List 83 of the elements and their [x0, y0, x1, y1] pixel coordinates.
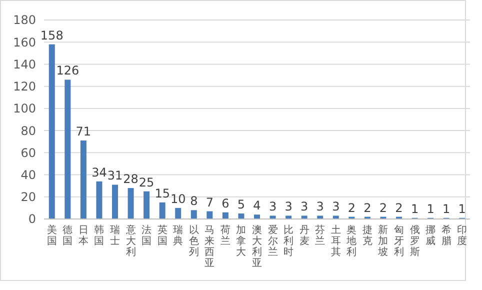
bar [128, 188, 134, 219]
data-label: 3 [284, 200, 292, 214]
data-label: 28 [123, 172, 138, 186]
x-tick-label: 土耳其 [330, 224, 341, 258]
x-tick-label: 美国 [46, 224, 57, 247]
data-label: 1 [458, 202, 466, 216]
data-label: 3 [268, 200, 277, 214]
x-tick-label: 芬兰 [315, 224, 326, 247]
x-tick-label: 法国 [142, 224, 152, 247]
bar [222, 212, 228, 219]
data-label: 4 [253, 198, 261, 213]
data-label: 1 [410, 202, 419, 216]
x-tick-label: 比利时 [284, 224, 294, 258]
data-label: 1 [442, 202, 450, 216]
data-label: 71 [76, 124, 92, 139]
data-label: 8 [190, 194, 198, 208]
y-tick-label: 80 [20, 124, 36, 138]
x-tick-label: 爱尔兰 [268, 224, 278, 258]
x-tick-label: 瑞典 [173, 224, 184, 247]
x-tick-label: 捷克 [362, 224, 372, 247]
data-label: 25 [138, 175, 154, 190]
data-label: 31 [107, 168, 123, 183]
x-tick-label: 意大利 [124, 224, 136, 258]
bar [301, 216, 308, 219]
data-label: 2 [395, 200, 403, 215]
y-tick-label: 140 [13, 57, 36, 72]
data-label: 1 [426, 202, 434, 216]
data-label: 2 [364, 200, 372, 215]
bar [206, 211, 213, 219]
data-label: 2 [379, 200, 388, 215]
bar [80, 140, 86, 219]
bar [286, 216, 292, 219]
data-label: 7 [206, 195, 214, 210]
bar [317, 216, 324, 219]
bar [96, 181, 102, 219]
bar [48, 44, 55, 219]
y-tick-label: 180 [13, 13, 36, 28]
x-tick-label: 日本 [78, 225, 88, 247]
bar [175, 208, 182, 219]
x-tick-label: 俄罗斯 [410, 224, 420, 258]
data-label: 5 [237, 197, 246, 212]
x-tick-label: 马来西亚 [204, 225, 215, 269]
bar [144, 191, 150, 219]
data-label: 3 [332, 200, 340, 214]
bar [112, 184, 118, 219]
x-tick-label: 奥地利 [346, 224, 357, 258]
y-tick-label: 160 [13, 35, 36, 50]
bar [238, 213, 244, 219]
x-tick-label: 韩国 [94, 224, 104, 247]
x-tick-label: 荷兰 [220, 224, 230, 247]
bar [64, 80, 71, 219]
x-tick-label: 以色列 [188, 224, 199, 258]
x-tick-label: 英国 [157, 224, 168, 247]
x-tick-label: 瑞士 [110, 224, 120, 247]
data-label: 2 [348, 200, 356, 215]
data-label: 126 [56, 64, 80, 78]
data-label: 10 [170, 192, 186, 206]
data-label: 158 [40, 28, 64, 42]
data-label: 3 [300, 200, 308, 214]
bar [270, 216, 276, 219]
bar [190, 210, 197, 219]
x-tick-label: 澳大利亚 [252, 224, 262, 269]
x-tick-label: 挪威 [426, 224, 436, 247]
data-label: 15 [154, 186, 170, 200]
x-tick-label: 加拿大 [236, 224, 246, 258]
y-tick-label: 40 [20, 168, 36, 182]
data-label: 3 [316, 200, 324, 214]
x-tick-label: 印度 [457, 224, 468, 247]
y-tick-label: 0 [28, 212, 36, 226]
x-tick-label: 德国 [62, 225, 73, 247]
data-label: 34 [92, 165, 107, 180]
bar [159, 202, 166, 219]
x-tick-label: 匈牙利 [394, 224, 404, 258]
y-tick-label: 100 [13, 102, 36, 116]
y-tick-label: 120 [13, 80, 36, 94]
x-tick-label: 丹麦 [299, 225, 310, 247]
y-tick-label: 60 [20, 146, 36, 160]
bar [332, 216, 339, 219]
x-tick-label: 新加坡 [377, 224, 388, 258]
bar [254, 214, 260, 219]
y-tick-label: 20 [20, 190, 36, 204]
x-tick-label: 希腊 [441, 224, 452, 247]
data-label: 6 [222, 196, 230, 210]
